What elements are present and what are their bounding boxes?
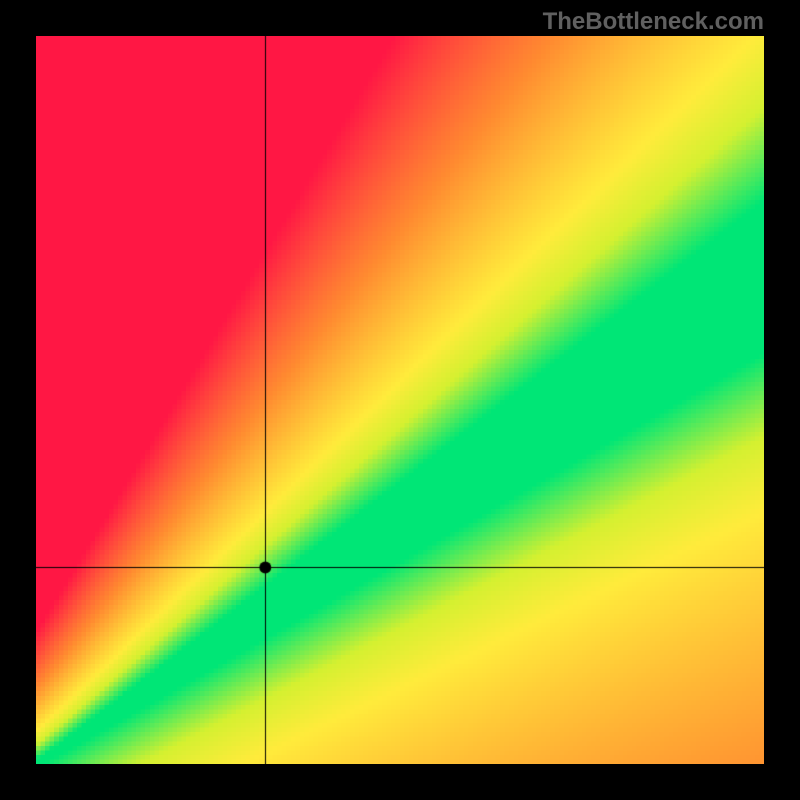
- watermark-text: TheBottleneck.com: [543, 8, 764, 36]
- crosshair-overlay: [36, 36, 764, 764]
- chart-container: [36, 36, 764, 764]
